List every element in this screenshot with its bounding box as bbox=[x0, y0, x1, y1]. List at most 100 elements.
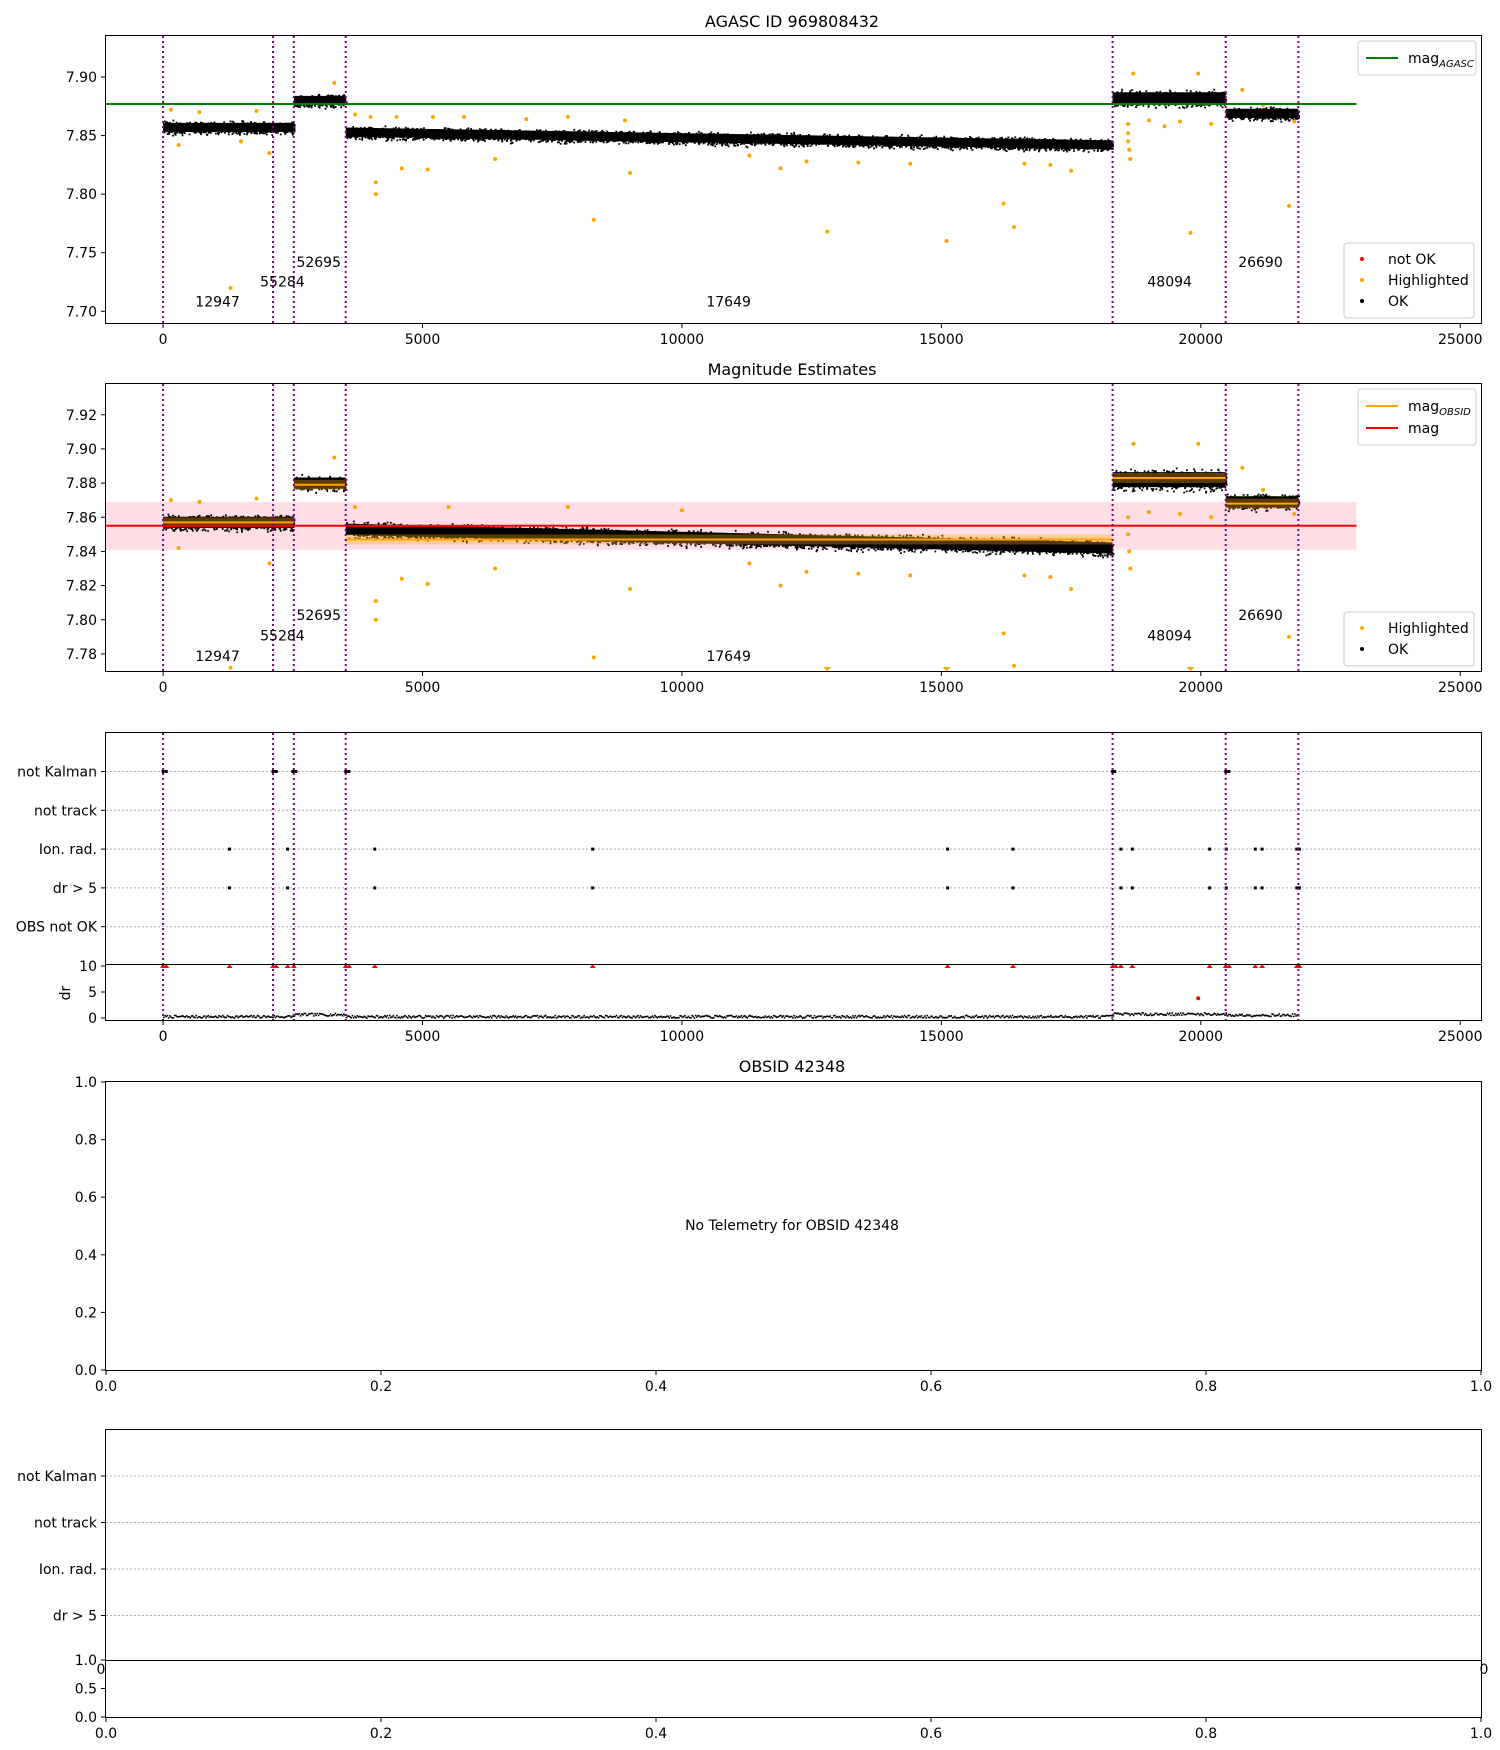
dr-point bbox=[744, 1015, 746, 1017]
panel-agasc-magnitude: AGASC ID 969808432 12947 55284 52695 17649 4… bbox=[66, 12, 1483, 348]
dr-point bbox=[564, 1016, 566, 1019]
obsid-boundary-lines bbox=[162, 733, 1300, 964]
flag-point bbox=[1011, 847, 1015, 851]
dr-point bbox=[944, 1017, 947, 1019]
dr-point bbox=[493, 1014, 495, 1017]
dr-point bbox=[372, 1015, 374, 1018]
dr-point bbox=[1291, 1013, 1294, 1015]
dr-point bbox=[275, 1015, 278, 1018]
dr-point bbox=[1197, 1013, 1200, 1015]
dr-point bbox=[1265, 1014, 1267, 1017]
dr-point bbox=[924, 1015, 926, 1017]
obsid-label: 17649 bbox=[706, 649, 751, 665]
dr-point bbox=[279, 1016, 282, 1019]
dr-point bbox=[523, 1016, 525, 1018]
dr-axis-label: dr bbox=[58, 985, 74, 1000]
dr-point bbox=[1094, 1016, 1097, 1018]
obsid-label: 48094 bbox=[1147, 628, 1192, 644]
dr-point bbox=[277, 1015, 279, 1018]
dr-point bbox=[480, 1015, 482, 1017]
dr-point bbox=[1006, 1015, 1009, 1018]
highlighted-point bbox=[1127, 147, 1132, 152]
dr-point bbox=[578, 1015, 581, 1017]
dr-point bbox=[1066, 1016, 1069, 1018]
dr-point bbox=[163, 1016, 165, 1019]
dr-point bbox=[760, 1016, 763, 1019]
highlighted-point bbox=[1048, 575, 1053, 580]
dr-point bbox=[823, 1015, 825, 1018]
dr-point bbox=[1283, 1013, 1285, 1016]
dr-point bbox=[295, 1013, 297, 1015]
dr-point bbox=[528, 1016, 530, 1018]
dr-clipped-point bbox=[1206, 964, 1213, 968]
dr-point bbox=[1036, 1015, 1039, 1017]
x-tick-label: 0.4 bbox=[645, 1726, 667, 1742]
dr-point bbox=[658, 1016, 661, 1018]
legend-marker-swatch bbox=[1360, 647, 1364, 651]
panel-5-y-ticks: 0.0 0.5 1.0 bbox=[75, 1653, 106, 1726]
x-tick-label: 0.0 bbox=[95, 1379, 117, 1395]
dr-point bbox=[271, 1016, 273, 1018]
dr-point bbox=[655, 1016, 657, 1018]
dr-point bbox=[1044, 1016, 1046, 1019]
dr-point bbox=[775, 1016, 777, 1018]
dr-point bbox=[999, 1016, 1002, 1019]
dr-point bbox=[1229, 1013, 1231, 1016]
dr-point bbox=[662, 1016, 665, 1018]
dr-point bbox=[335, 1014, 338, 1017]
highlighted-point bbox=[254, 108, 259, 113]
dr-clipped-point bbox=[163, 964, 170, 968]
dr-point bbox=[847, 1016, 849, 1018]
ok-point-core bbox=[293, 477, 346, 489]
dr-point bbox=[1272, 1013, 1275, 1016]
dr-point bbox=[787, 1015, 789, 1017]
dr-point bbox=[1108, 1014, 1111, 1017]
panel-4-axes bbox=[105, 1081, 1482, 1371]
flag-point bbox=[1295, 886, 1299, 890]
dr-point bbox=[939, 1015, 942, 1017]
dr-point bbox=[880, 1016, 883, 1019]
dr-clipped-point bbox=[1296, 964, 1303, 968]
dr-point bbox=[433, 1016, 435, 1019]
dr-point bbox=[712, 1016, 715, 1019]
dr-point bbox=[247, 1015, 249, 1018]
highlighted-point bbox=[332, 80, 337, 85]
dr-point bbox=[817, 1015, 819, 1018]
x-tick-label: 25000 bbox=[1438, 1029, 1483, 1045]
dr-point bbox=[1054, 1015, 1057, 1018]
dr-point bbox=[269, 1016, 272, 1019]
dr-point bbox=[1237, 1014, 1240, 1017]
legend-frame bbox=[1357, 388, 1477, 446]
dr-point bbox=[390, 1016, 392, 1019]
dr-point bbox=[774, 1015, 776, 1017]
dr-point bbox=[1053, 1016, 1056, 1019]
dr-point bbox=[1165, 1014, 1168, 1017]
panel-5-x-ticks: 0.0 0.2 0.4 0.6 0.8 1.0 bbox=[95, 1717, 1492, 1742]
dr-point bbox=[814, 1016, 817, 1019]
dr-point bbox=[573, 1016, 576, 1019]
dr-point bbox=[680, 1015, 683, 1017]
panel-2-legend-bottom: Highlighted OK bbox=[1343, 611, 1475, 667]
dr-point bbox=[447, 1015, 450, 1017]
dr-point bbox=[763, 1016, 765, 1019]
dr-point bbox=[566, 1015, 569, 1017]
dr-point bbox=[1153, 1013, 1156, 1016]
dr-point bbox=[1217, 1013, 1219, 1015]
ok-point-core bbox=[1225, 108, 1299, 118]
highlighted-point bbox=[856, 160, 861, 165]
panel-5-flag-axes bbox=[105, 1429, 1482, 1661]
dr-point bbox=[274, 1016, 277, 1019]
flag-point bbox=[1113, 770, 1117, 773]
panel-2-y-ticks: 7.78 7.80 7.82 7.84 7.86 7.88 7.90 7.92 bbox=[66, 408, 106, 663]
flag-gridlines bbox=[106, 771, 1481, 928]
y-tick-label: 0.0 bbox=[75, 1363, 97, 1379]
dr-point bbox=[173, 1014, 176, 1017]
dr-point bbox=[1101, 1015, 1104, 1017]
dr-point bbox=[698, 1015, 701, 1017]
dr-point bbox=[898, 1016, 901, 1018]
x-tick-label: 1.0 bbox=[1470, 1379, 1492, 1395]
dr-point bbox=[1201, 1013, 1204, 1016]
dr-point bbox=[633, 1015, 636, 1018]
dr-point bbox=[555, 1017, 558, 1019]
dr-point bbox=[496, 1015, 499, 1018]
